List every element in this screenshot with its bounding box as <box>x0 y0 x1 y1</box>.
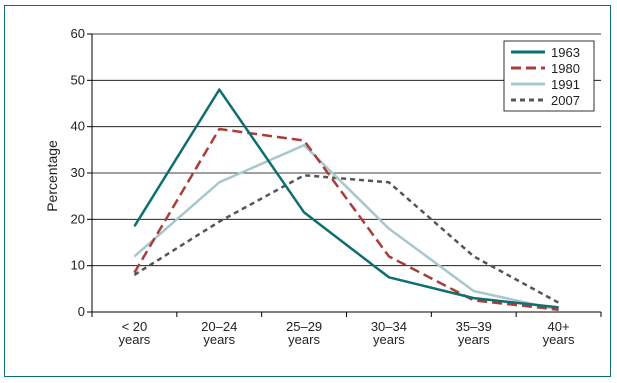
legend-label-1991: 1991 <box>551 77 580 92</box>
legend-label-1963: 1963 <box>551 45 580 60</box>
y-tick-label: 40 <box>71 119 85 134</box>
x-tick-labels: < 20years20–24years25–29years30–34years3… <box>119 319 575 347</box>
y-axis-label: Percentage <box>44 140 60 212</box>
x-tick-label: 40+ <box>548 319 570 334</box>
x-tick-label: years <box>373 332 405 347</box>
series-line-1991 <box>133 143 559 311</box>
x-tick-label: 20–24 <box>201 319 237 334</box>
legend-label-1980: 1980 <box>551 61 580 76</box>
y-tick-label: 0 <box>78 304 85 319</box>
x-tick-label: years <box>543 332 575 347</box>
series-lines <box>133 88 560 311</box>
x-tick-label: 30–34 <box>371 319 407 334</box>
series-line-1980 <box>133 127 559 311</box>
x-tick-label: 25–29 <box>286 319 322 334</box>
series-line-2007 <box>133 174 560 304</box>
legend-label-2007: 2007 <box>551 93 580 108</box>
x-tick-label: years <box>119 332 151 347</box>
y-tick-label: 30 <box>71 165 85 180</box>
x-tick-label: years <box>288 332 320 347</box>
y-tick-label: 60 <box>71 26 85 41</box>
x-tick-label: 35–39 <box>456 319 492 334</box>
y-tick-label: 20 <box>71 211 85 226</box>
x-tick-label: years <box>458 332 490 347</box>
series-line-1963 <box>133 88 559 309</box>
chart-frame: 0 10 20 30 40 50 60 < 20 years 20–24 years 25–29 ye… <box>4 5 611 377</box>
x-tick-label: years <box>203 332 235 347</box>
x-tick-label: < 20 <box>122 319 148 334</box>
y-tick-label: 50 <box>71 72 85 87</box>
y-tick-label: 10 <box>71 258 85 273</box>
axes <box>87 33 602 317</box>
y-tick-labels: 0 10 20 30 40 50 60 <box>71 26 85 319</box>
